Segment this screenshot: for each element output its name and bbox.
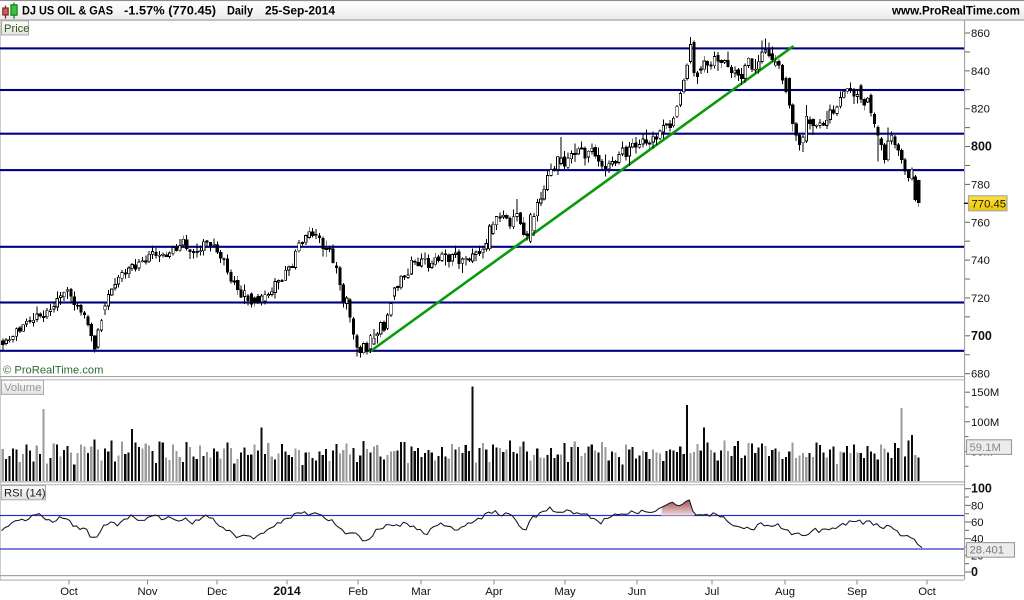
- svg-text:Price: Price: [4, 23, 30, 35]
- svg-text:Jun: Jun: [628, 586, 646, 598]
- svg-text:780: 780: [971, 179, 990, 191]
- svg-text:59.1M: 59.1M: [970, 442, 1001, 454]
- svg-text:Apr: Apr: [485, 586, 503, 598]
- svg-text:Volume: Volume: [4, 382, 41, 394]
- svg-text:Oct: Oct: [60, 586, 78, 598]
- svg-text:860: 860: [971, 28, 990, 40]
- svg-text:May: May: [554, 586, 576, 598]
- svg-text:100M: 100M: [971, 417, 999, 429]
- svg-text:840: 840: [971, 66, 990, 78]
- svg-text:700: 700: [971, 329, 992, 343]
- svg-text:720: 720: [971, 293, 990, 305]
- svg-text:100: 100: [971, 482, 992, 496]
- svg-text:60: 60: [971, 517, 984, 529]
- svg-text:800: 800: [971, 140, 992, 154]
- svg-text:Oct: Oct: [918, 586, 936, 598]
- svg-text:80: 80: [971, 500, 984, 512]
- svg-text:28.401: 28.401: [970, 545, 1005, 557]
- svg-text:2014: 2014: [273, 584, 301, 598]
- svg-text:740: 740: [971, 255, 990, 267]
- svg-text:770.45: 770.45: [972, 198, 1007, 210]
- svg-text:0: 0: [971, 565, 978, 579]
- svg-text:760: 760: [971, 217, 990, 229]
- svg-text:Nov: Nov: [137, 586, 157, 598]
- svg-text:Daily: Daily: [227, 3, 253, 17]
- svg-text:150M: 150M: [971, 387, 999, 399]
- svg-text:Mar: Mar: [411, 586, 431, 598]
- svg-text:Sep: Sep: [847, 586, 867, 598]
- svg-text:Aug: Aug: [775, 586, 795, 598]
- svg-text:25-Sep-2014: 25-Sep-2014: [265, 3, 335, 17]
- svg-text:DJ US OIL & GAS: DJ US OIL & GAS: [22, 3, 113, 17]
- svg-text:680: 680: [971, 369, 990, 381]
- svg-text:RSI (14): RSI (14): [4, 488, 46, 500]
- svg-text:820: 820: [971, 104, 990, 116]
- svg-text:© ProRealTime.com: © ProRealTime.com: [3, 365, 103, 377]
- svg-text:Dec: Dec: [207, 586, 227, 598]
- svg-text:www.ProRealTime.com: www.ProRealTime.com: [891, 3, 1020, 17]
- svg-text:Feb: Feb: [348, 586, 367, 598]
- svg-text:-1.57% (770.45): -1.57% (770.45): [124, 3, 216, 17]
- svg-text:Jul: Jul: [705, 586, 719, 598]
